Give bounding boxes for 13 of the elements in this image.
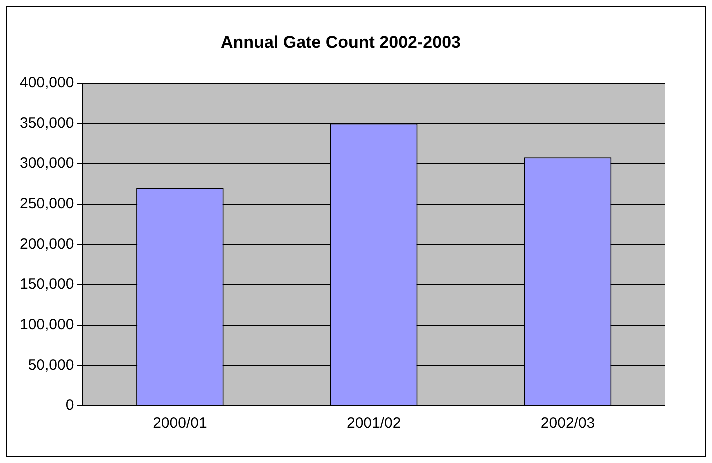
y-tick-label: 100,000 bbox=[20, 316, 74, 334]
y-tick-label: 250,000 bbox=[20, 196, 74, 213]
x-tick-label: 2001/02 bbox=[346, 415, 402, 432]
y-tick-label: 200,000 bbox=[20, 236, 74, 253]
y-tick-label: 350,000 bbox=[20, 114, 74, 132]
x-tick-label: 2000/01 bbox=[153, 415, 208, 432]
y-tick-label: 0 bbox=[66, 397, 74, 414]
chart-title: Annual Gate Count 2002-2003 bbox=[221, 32, 461, 52]
y-tick-label: 150,000 bbox=[20, 276, 74, 294]
y-tick-label: 50,000 bbox=[28, 356, 74, 374]
x-tick-label: 2002/03 bbox=[540, 415, 596, 432]
y-tick-label: 400,000 bbox=[20, 74, 74, 92]
y-tick-label: 300,000 bbox=[20, 155, 74, 172]
